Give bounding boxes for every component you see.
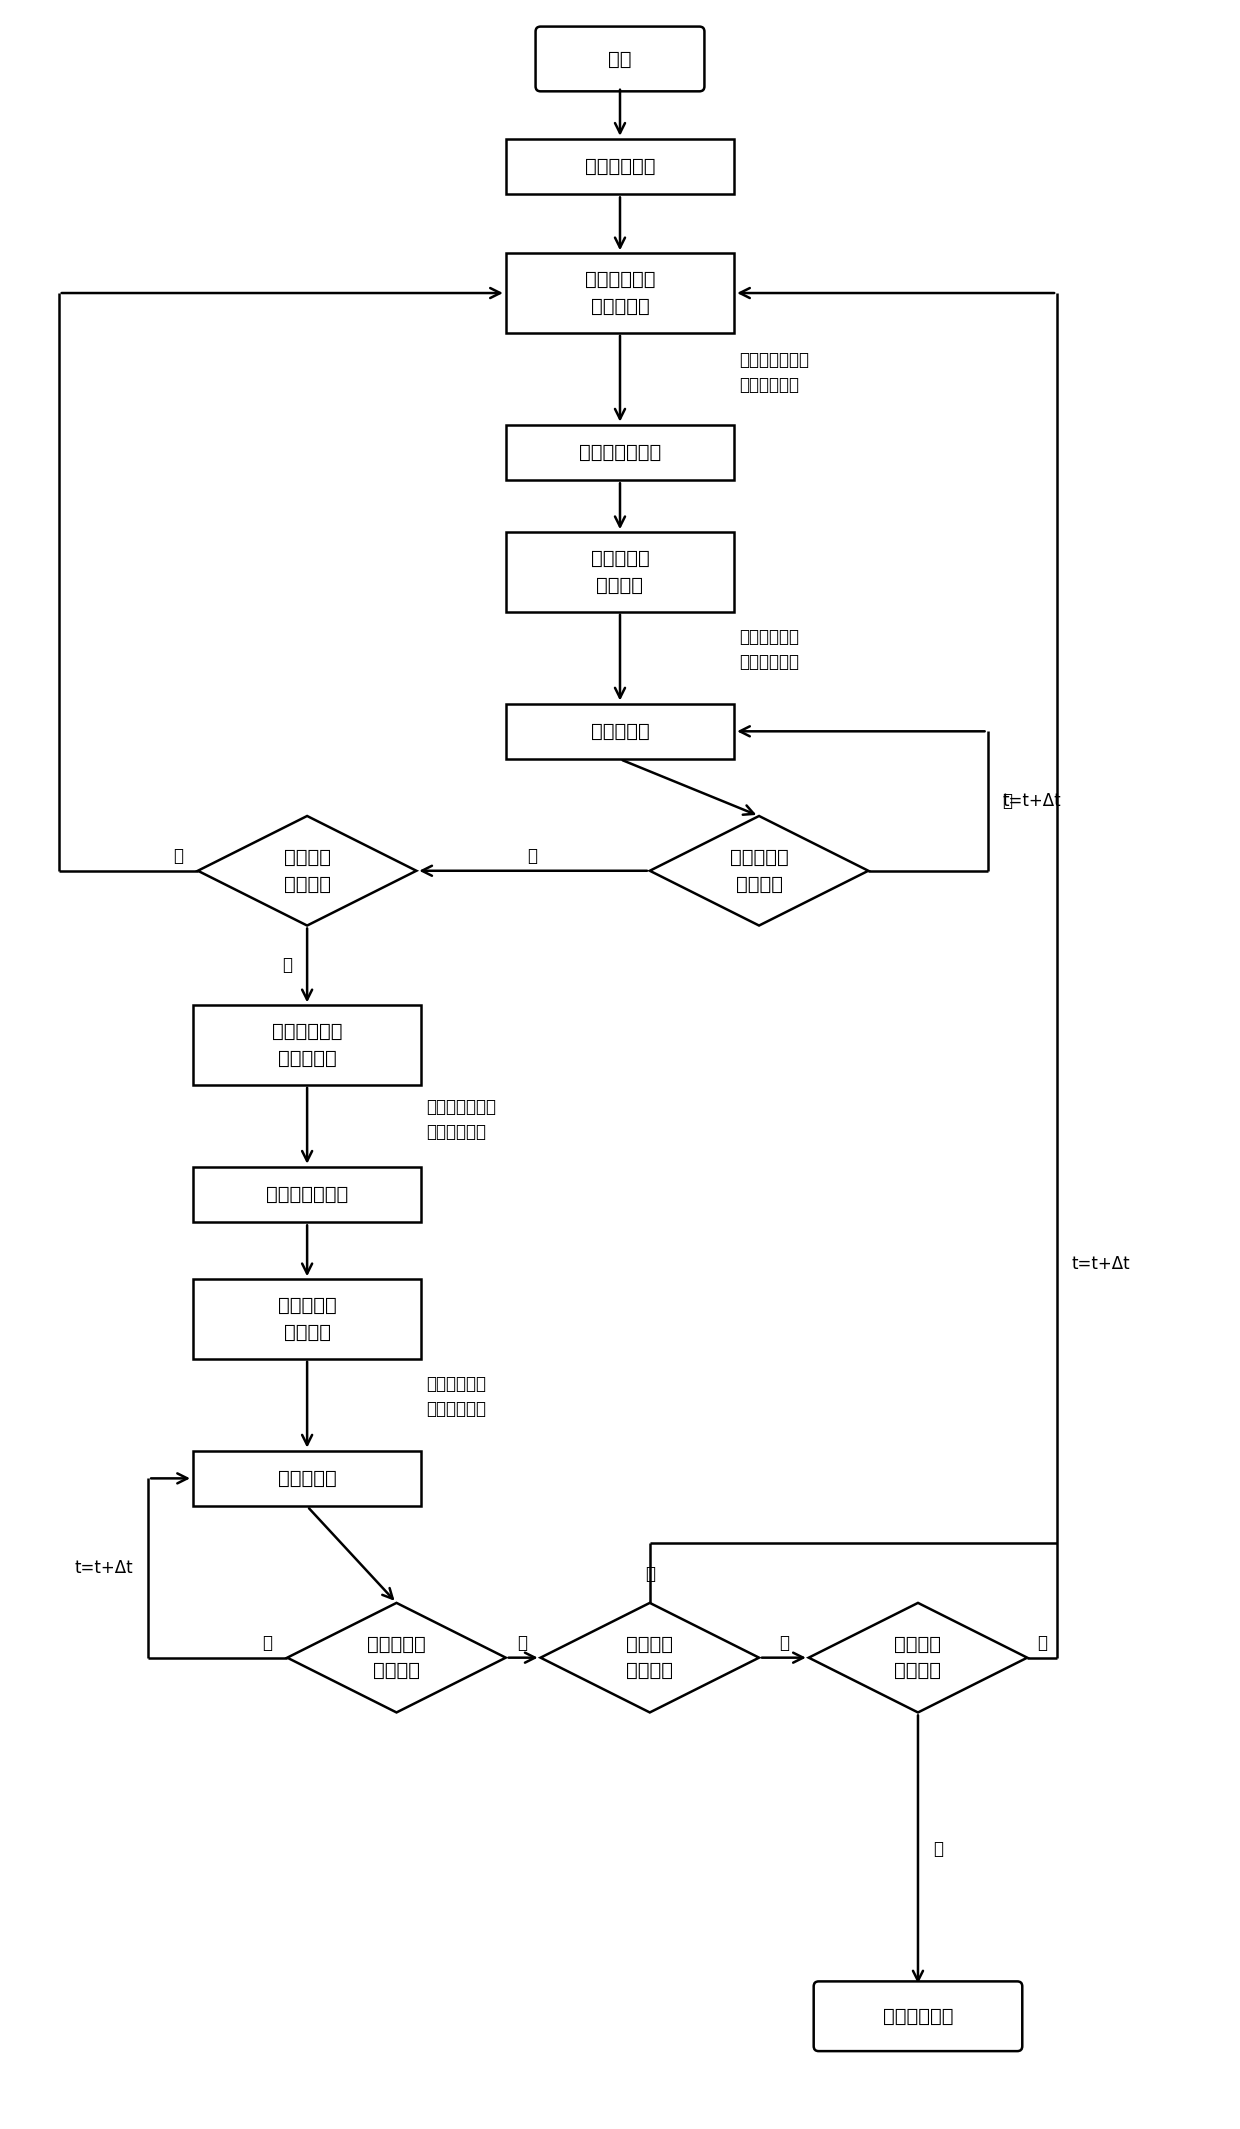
Text: 读取热生成率
更新物理参数: 读取热生成率 更新物理参数: [427, 1375, 486, 1418]
Text: t=t+Δt: t=t+Δt: [1071, 1256, 1131, 1273]
Text: 加载高频电磁
场物理文件: 加载高频电磁 场物理文件: [272, 1022, 342, 1069]
Polygon shape: [650, 815, 868, 926]
Text: 总体循环结束: 总体循环结束: [883, 2008, 954, 2027]
Text: 温度场计算: 温度场计算: [590, 722, 650, 741]
Bar: [506, 138, 734, 194]
Text: 加载数值模型: 加载数值模型: [585, 158, 655, 177]
Bar: [193, 1452, 422, 1505]
Text: 温度场计算
时间结束: 温度场计算 时间结束: [367, 1635, 425, 1680]
Text: 否: 否: [263, 1633, 273, 1652]
Text: 加载温度场
物理文件: 加载温度场 物理文件: [590, 549, 650, 594]
Text: t=t+Δt: t=t+Δt: [1002, 792, 1061, 809]
FancyBboxPatch shape: [813, 1982, 1022, 2050]
Text: 否: 否: [645, 1565, 655, 1584]
Text: 是: 是: [932, 1839, 942, 1859]
Bar: [506, 705, 734, 758]
Text: 否: 否: [1037, 1633, 1047, 1652]
Bar: [193, 1280, 422, 1358]
Polygon shape: [198, 815, 417, 926]
Text: 否: 否: [1002, 792, 1012, 809]
Text: 是: 是: [779, 1633, 789, 1652]
Text: 是: 是: [283, 956, 293, 975]
Text: 读取温度场数据
更新物理参数: 读取温度场数据 更新物理参数: [427, 1099, 496, 1141]
Text: 否: 否: [172, 847, 184, 864]
Text: 加载中频电磁
场物理文件: 加载中频电磁 场物理文件: [585, 270, 655, 315]
Bar: [506, 532, 734, 611]
Polygon shape: [808, 1603, 1027, 1712]
Text: 加载温度场
物理文件: 加载温度场 物理文件: [278, 1297, 336, 1341]
Text: 中频加热
时间结束: 中频加热 时间结束: [284, 847, 331, 894]
Bar: [193, 1005, 422, 1086]
Text: 温度场计算
时间结束: 温度场计算 时间结束: [729, 847, 789, 894]
Text: 是: 是: [527, 847, 538, 864]
Text: 是: 是: [517, 1633, 528, 1652]
Text: 读取温度场数据
更新物理参数: 读取温度场数据 更新物理参数: [739, 351, 810, 394]
Text: 温度场计算: 温度场计算: [278, 1469, 336, 1488]
Bar: [193, 1167, 422, 1222]
Polygon shape: [541, 1603, 759, 1712]
Bar: [506, 253, 734, 332]
Text: 读取热生成率
更新物理参数: 读取热生成率 更新物理参数: [739, 628, 800, 671]
Text: 中频电磁场计算: 中频电磁场计算: [579, 443, 661, 462]
Text: 开始: 开始: [609, 49, 631, 68]
Polygon shape: [288, 1603, 506, 1712]
Text: t=t+Δt: t=t+Δt: [74, 1558, 133, 1578]
Text: 高频电磁场计算: 高频电磁场计算: [267, 1186, 348, 1205]
Text: 双频加热
时间结束: 双频加热 时间结束: [894, 1635, 941, 1680]
Text: 高频加热
时间结束: 高频加热 时间结束: [626, 1635, 673, 1680]
Bar: [506, 426, 734, 479]
FancyBboxPatch shape: [536, 26, 704, 92]
